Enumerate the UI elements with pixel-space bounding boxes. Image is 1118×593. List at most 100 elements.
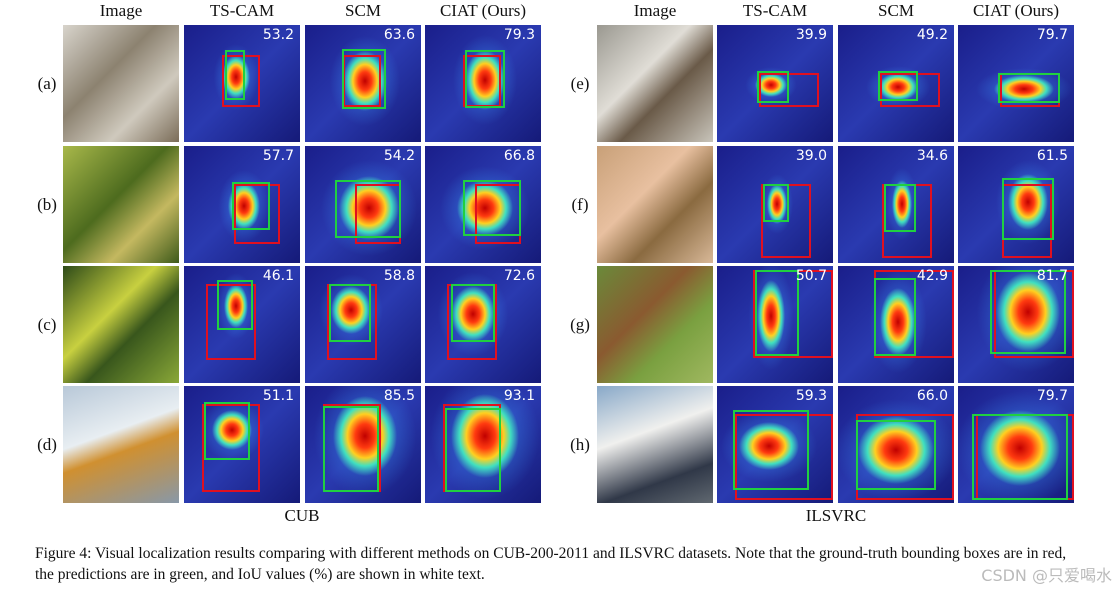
ground-truth-box [343, 55, 381, 107]
column-header: SCM [878, 1, 914, 20]
iou-value: 39.0 [795, 148, 827, 164]
input-image [63, 266, 179, 383]
prediction-box [998, 73, 1060, 103]
iou-value: 63.6 [383, 27, 415, 43]
iou-value: 72.6 [503, 268, 535, 284]
row-label: (d) [37, 435, 57, 454]
iou-value: 93.1 [503, 388, 535, 404]
iou-value: 42.9 [916, 268, 948, 284]
column-header: SCM [345, 1, 381, 20]
ground-truth-box [202, 404, 260, 492]
input-image [597, 386, 713, 503]
heatmap: 72.6 [425, 266, 541, 383]
row-label: (c) [37, 315, 57, 334]
heatmap: 53.2 [184, 25, 300, 142]
column-header: CIAT (Ours) [972, 1, 1060, 20]
heatmap: 59.3 [717, 386, 833, 503]
prediction-box [445, 408, 501, 492]
row-label: (g) [570, 315, 590, 334]
figure-caption: Figure 4: Visual localization results co… [35, 545, 1067, 583]
prediction-box [990, 270, 1066, 354]
heatmap: 49.2 [838, 25, 954, 142]
iou-value: 61.5 [1036, 148, 1068, 164]
iou-value: 46.1 [262, 268, 294, 284]
iou-value: 49.2 [916, 27, 948, 43]
column-header: Image [633, 1, 677, 20]
iou-value: 50.7 [795, 268, 827, 284]
row-label: (f) [571, 195, 589, 214]
column-header: Image [99, 1, 143, 20]
heatmap: 39.9 [717, 25, 833, 142]
prediction-box [463, 180, 521, 236]
prediction-box [763, 184, 789, 222]
prediction-box [733, 410, 809, 490]
row-label: (h) [570, 435, 590, 454]
input-image [597, 266, 713, 383]
heatmap: 42.9 [838, 266, 954, 383]
heatmap: 50.7 [717, 266, 833, 383]
iou-value: 58.8 [383, 268, 415, 284]
heatmap: 54.2 [305, 146, 421, 263]
row-label: (a) [37, 74, 57, 93]
iou-value: 39.9 [795, 27, 827, 43]
prediction-box [225, 50, 245, 100]
iou-value: 54.2 [383, 148, 415, 164]
input-image [63, 25, 179, 142]
iou-value: 66.8 [503, 148, 535, 164]
ground-truth-box [222, 55, 260, 107]
prediction-box [335, 180, 401, 238]
heatmap: 79.3 [425, 25, 541, 142]
prediction-box [217, 280, 253, 330]
heatmap: 63.6 [305, 25, 421, 142]
prediction-box [757, 71, 789, 103]
prediction-box [755, 270, 799, 356]
prediction-box [204, 402, 250, 460]
heatmap: 66.8 [425, 146, 541, 263]
column-header: TS-CAM [742, 1, 808, 20]
heatmap: 58.8 [305, 266, 421, 383]
input-image [597, 25, 713, 142]
column-header: TS-CAM [209, 1, 275, 20]
prediction-box [342, 49, 386, 109]
heatmap: 39.0 [717, 146, 833, 263]
heatmap: 46.1 [184, 266, 300, 383]
prediction-box [232, 182, 270, 230]
iou-value: 79.3 [503, 27, 535, 43]
prediction-box [874, 278, 916, 356]
iou-value: 66.0 [916, 388, 948, 404]
prediction-box [465, 50, 505, 108]
row-label: (b) [37, 195, 57, 214]
prediction-box [856, 420, 936, 490]
iou-value: 34.6 [916, 148, 948, 164]
prediction-box [323, 406, 379, 492]
prediction-box [329, 284, 371, 342]
iou-value: 57.7 [262, 148, 294, 164]
iou-value: 79.7 [1036, 27, 1068, 43]
prediction-box [451, 284, 495, 342]
prediction-box [878, 71, 918, 101]
ground-truth-box [206, 284, 256, 360]
iou-value: 59.3 [795, 388, 827, 404]
group-label: CUB [284, 506, 320, 525]
group-label: ILSVRC [805, 506, 867, 525]
input-image [597, 146, 713, 263]
iou-value: 79.7 [1036, 388, 1068, 404]
ground-truth-box [234, 184, 280, 244]
heatmap: 85.5 [305, 386, 421, 503]
heatmap: 93.1 [425, 386, 541, 503]
iou-value: 85.5 [383, 388, 415, 404]
heatmap: 34.6 [838, 146, 954, 263]
iou-value: 53.2 [262, 27, 294, 43]
iou-value: 51.1 [262, 388, 294, 404]
ground-truth-box [735, 414, 833, 500]
prediction-box [972, 414, 1068, 500]
heatmap: 57.7 [184, 146, 300, 263]
watermark: CSDN @只爱喝水 [981, 566, 1112, 585]
heatmap: 51.1 [184, 386, 300, 503]
prediction-box [1002, 178, 1054, 240]
heatmap: 81.7 [958, 266, 1074, 383]
input-image [63, 386, 179, 503]
row-label: (e) [570, 74, 590, 93]
heatmap: 79.7 [958, 386, 1074, 503]
